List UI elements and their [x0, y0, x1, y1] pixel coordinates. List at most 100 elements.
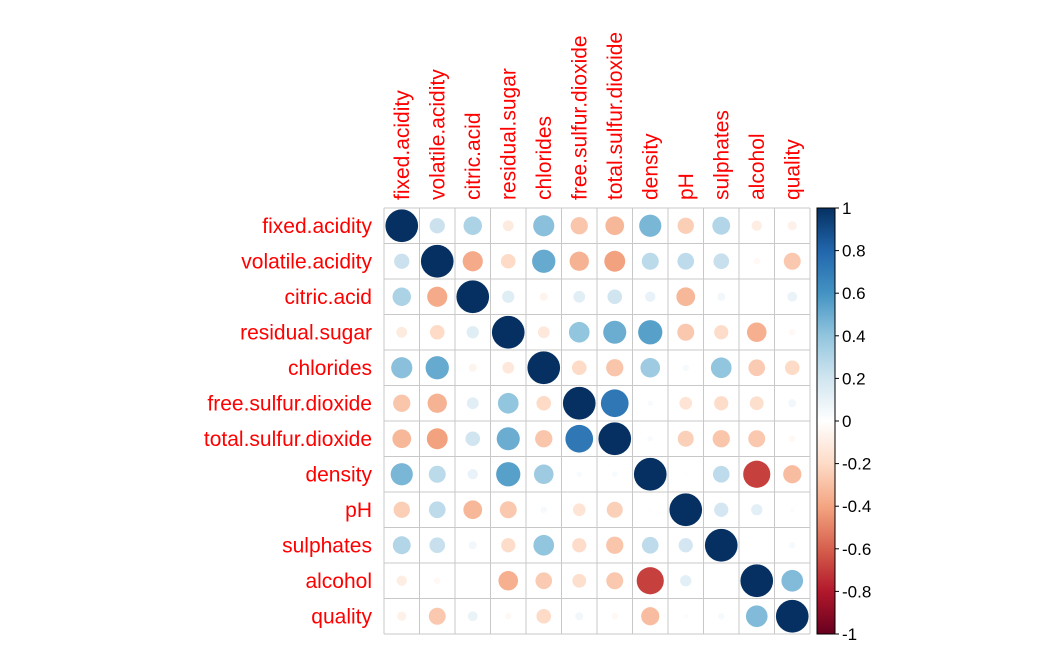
correlation-circle: [787, 291, 798, 302]
correlation-circle: [426, 428, 448, 450]
column-label: chlorides: [533, 116, 556, 200]
colorbar-tick-label: -1: [842, 625, 857, 644]
correlation-circle: [500, 253, 516, 269]
correlation-circle: [745, 605, 768, 628]
correlation-circle: [775, 599, 809, 633]
correlation-circle: [462, 251, 483, 272]
correlation-circle: [606, 572, 624, 590]
correlation-circle: [751, 220, 762, 231]
column-label: pH: [675, 173, 698, 200]
correlation-circle: [396, 575, 407, 586]
correlation-circle: [611, 612, 619, 620]
colorbar-tick-label: 0.2: [842, 369, 866, 388]
column-label: sulphates: [710, 110, 733, 200]
correlation-circle: [565, 424, 594, 453]
correlation-circle: [606, 536, 624, 554]
correlation-circle: [392, 429, 412, 449]
colorbar-ticks: 1 0.8 0.6 0.4 0.2 0 -0.2 -0.4 -0.6 -0.8 -1: [835, 199, 871, 644]
correlation-circle: [788, 541, 796, 549]
correlation-circle: [712, 216, 731, 235]
correlation-circle: [740, 564, 774, 598]
correlation-circle: [571, 360, 587, 376]
correlation-circle: [717, 292, 726, 301]
row-label: chlorides: [288, 357, 372, 380]
correlation-circle: [678, 538, 693, 553]
correlation-circle: [783, 465, 802, 484]
correlation-circle: [607, 289, 623, 305]
correlation-circle: [572, 573, 587, 588]
correlation-circle: [572, 538, 587, 553]
correlation-circle: [788, 399, 797, 408]
correlation-circle: [636, 567, 664, 595]
correlation-circle: [677, 323, 695, 341]
correlation-circle: [572, 503, 586, 517]
correlation-circle: [467, 469, 478, 480]
correlation-circle: [498, 570, 519, 591]
correlation-circle: [499, 501, 517, 519]
row-label: residual.sugar: [240, 321, 372, 344]
column-label: quality: [781, 139, 804, 200]
correlation-circle: [496, 427, 520, 451]
correlation-circle: [788, 435, 796, 443]
correlation-circle: [562, 386, 596, 420]
correlation-circle: [428, 501, 446, 519]
correlation-circle: [604, 250, 626, 272]
correlation-circle: [390, 463, 413, 486]
correlation-circle: [535, 572, 553, 590]
correlation-circle: [714, 396, 729, 411]
row-label: volatile.acidity: [241, 250, 372, 273]
correlation-circle: [605, 216, 625, 236]
correlation-circle: [456, 280, 490, 314]
correlation-circle: [468, 363, 477, 372]
correlation-circle: [466, 326, 479, 339]
correlation-circle: [504, 612, 512, 620]
correlation-circle: [397, 611, 407, 621]
correlation-circle: [429, 324, 445, 340]
correlation-circle: [536, 608, 552, 624]
correlation-circle: [717, 612, 725, 620]
correlation-circle: [749, 396, 764, 411]
correlation-circle: [682, 364, 690, 372]
correlation-circle: [710, 357, 732, 379]
correlation-circle: [611, 471, 618, 478]
colorbar-tick-label: 0.8: [842, 242, 866, 261]
correlation-circle: [679, 396, 693, 410]
correlation-circle: [428, 607, 446, 625]
correlation-circle: [677, 217, 694, 234]
correlation-circle: [714, 325, 729, 340]
correlation-circle: [683, 613, 689, 619]
correlation-circle: [393, 394, 411, 412]
correlation-circle: [394, 253, 410, 269]
row-labels: fixed.acidity volatile.acidity citric.acid…: [204, 215, 373, 629]
correlation-circle: [433, 577, 441, 585]
correlation-circle: [575, 612, 584, 621]
correlation-circle: [647, 435, 654, 442]
correlation-circle: [392, 287, 411, 306]
correlation-circle: [713, 253, 730, 270]
correlation-circle: [753, 257, 761, 265]
correlation-circle: [501, 538, 516, 553]
correlation-circle: [639, 214, 662, 237]
correlation-circle: [788, 328, 796, 336]
colorbar-tick-label: -0.4: [842, 497, 871, 516]
correlation-circle: [392, 536, 411, 555]
column-label: volatile.acidity: [426, 69, 449, 200]
column-label: fixed.acidity: [391, 90, 414, 200]
correlation-circle: [570, 217, 588, 235]
correlation-circle: [677, 252, 695, 270]
row-label: pH: [345, 499, 372, 522]
correlation-circle: [427, 286, 448, 307]
correlation-circle: [535, 430, 553, 448]
row-label: citric.acid: [284, 286, 372, 309]
correlation-circle: [746, 322, 767, 343]
correlation-circle: [533, 534, 555, 556]
row-label: alcohol: [305, 570, 372, 593]
correlation-circle: [502, 361, 515, 374]
correlation-circle: [641, 252, 659, 270]
correlation-circle: [502, 290, 515, 303]
correlation-circle: [641, 536, 659, 554]
colorbar-tick-label: 0.4: [842, 327, 866, 346]
correlation-circle: [789, 507, 795, 513]
colorbar-tick-label: 0: [842, 412, 851, 431]
